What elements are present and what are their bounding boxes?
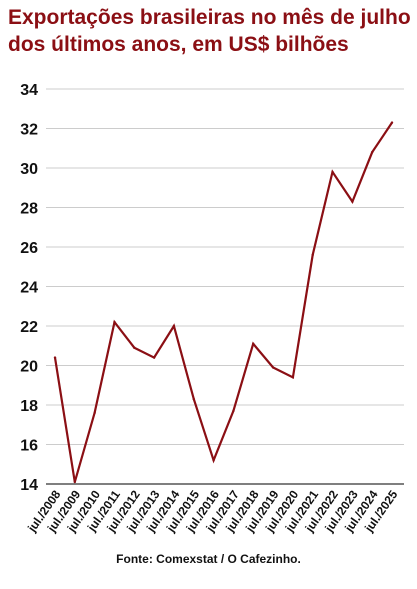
data-point (73, 480, 77, 484)
y-tick-label: 22 (20, 319, 38, 336)
data-point (133, 346, 136, 349)
y-axis-ticks: 14 16 18 20 22 24 26 28 30 32 34 (20, 82, 38, 494)
y-tick-label: 18 (20, 398, 38, 415)
y-tick-label: 20 (20, 359, 38, 376)
data-point (232, 409, 235, 413)
data-point (172, 324, 176, 328)
data-point (331, 170, 334, 174)
series-line (53, 121, 394, 484)
y-tick-label: 16 (20, 438, 38, 455)
y-tick-label: 34 (20, 82, 38, 99)
data-point (252, 342, 255, 345)
chart-title: Exportações brasileiras no mês de julho … (8, 6, 411, 56)
data-point (390, 121, 394, 124)
data-point (351, 200, 354, 203)
data-point (113, 320, 116, 324)
y-tick-label: 28 (20, 201, 38, 218)
y-tick-label: 32 (20, 122, 38, 139)
data-point (152, 356, 156, 359)
data-point (53, 356, 57, 359)
data-point (311, 253, 314, 257)
data-point (291, 376, 295, 379)
y-tick-label: 30 (20, 161, 38, 178)
data-point (370, 151, 374, 154)
data-point (192, 397, 195, 401)
data-point (212, 459, 215, 462)
y-tick-label: 14 (20, 477, 38, 494)
data-point (93, 411, 96, 415)
data-point (271, 366, 275, 369)
source-note: Fonte: Comexstat / O Cafezinho. (116, 552, 301, 566)
y-tick-label: 24 (20, 280, 38, 297)
gridlines (46, 88, 404, 485)
y-tick-label: 26 (20, 240, 38, 257)
series-polyline (53, 121, 393, 483)
x-axis-ticks: jul./2008jul./2009jul./2010jul./2011jul.… (24, 487, 400, 535)
